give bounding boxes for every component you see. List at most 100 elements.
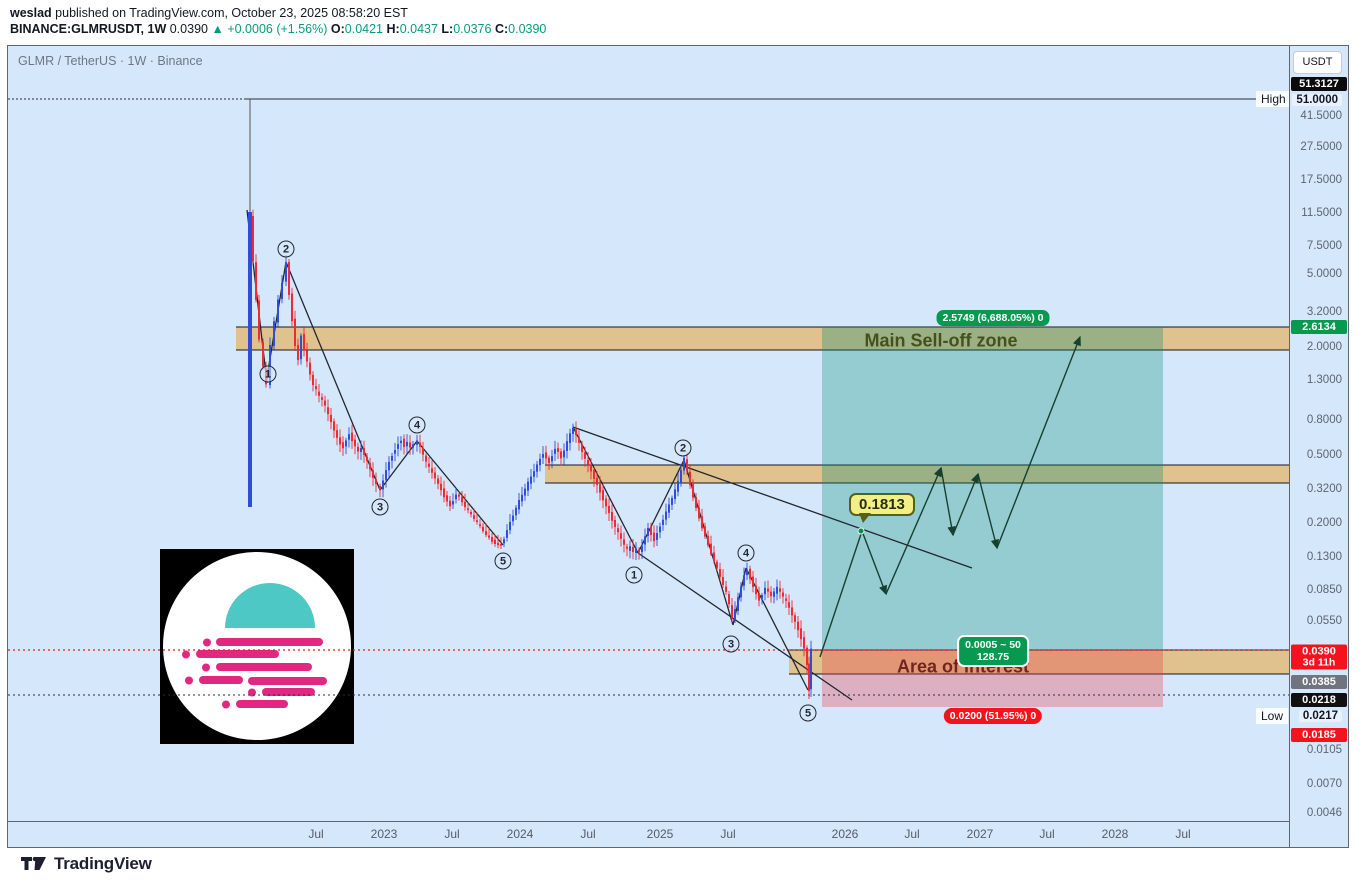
candle [761,595,763,599]
candle [315,386,317,390]
candle [524,488,526,496]
candle [551,456,553,462]
trendline[interactable] [637,552,853,701]
elliott-wave-4[interactable]: 4 [408,416,426,434]
candle [348,434,350,440]
time-tick: Jul [1039,827,1055,841]
elliott-wave-5[interactable]: 5 [494,552,512,570]
long-position-profit-zone[interactable] [822,327,1163,650]
elliott-wave-2[interactable]: 2 [674,439,692,457]
candle [269,344,271,386]
price-tick: 3.2000 [1306,306,1342,318]
candle [806,647,808,666]
trendline[interactable] [572,426,639,554]
high-value: 0.0437 [399,22,438,36]
symbol-name: BINANCE:GLMRUSDT, 1W [10,22,167,36]
moonbeam-bar-dot [182,650,190,659]
candle [281,282,283,300]
candle [716,561,718,569]
elliott-wave-3[interactable]: 3 [722,635,740,653]
author-name: weslad [10,6,52,20]
candle [400,440,402,444]
price-badge: 51.3127 [1291,77,1347,91]
candle [572,427,574,435]
candle [686,459,688,472]
candle [689,471,691,486]
candle [485,531,487,535]
candle [542,453,544,458]
candle [294,318,296,346]
projection-segment[interactable] [996,335,1081,549]
trendline[interactable] [285,261,381,491]
projection-segment[interactable] [977,473,999,550]
candle [503,539,505,544]
candle [743,575,745,586]
candle [557,448,559,452]
candle [300,335,302,360]
time-axis-corner [1289,821,1348,847]
zone-main-sell-off-zone[interactable] [236,327,1289,350]
elliott-wave-4[interactable]: 4 [737,544,755,562]
price-tick: 1.3000 [1306,374,1342,386]
candle [397,444,399,449]
trendline[interactable] [572,426,973,569]
candle [388,461,390,471]
projection-segment[interactable] [885,466,942,595]
candle [366,456,368,461]
candle [382,480,384,490]
projection-segment[interactable] [861,530,887,596]
time-axis[interactable]: Jul 2023 Jul 2024 Jul 2025 Jul 2026 Jul 2027 Jul 20… [8,821,1289,847]
candle [680,469,682,483]
candle [587,459,589,465]
candle [479,524,481,527]
elliott-wave-2[interactable]: 2 [277,240,295,258]
candle [443,488,445,498]
elliott-wave-3[interactable]: 3 [371,498,389,516]
stop-badge[interactable]: 0.0200 (51.95%) 0 [943,708,1043,724]
candle [560,451,562,459]
candle [336,430,338,438]
time-tick: Jul [720,827,736,841]
candle [647,528,649,536]
time-tick: Jul [904,827,920,841]
elliott-wave-1[interactable]: 1 [259,365,277,383]
candle [548,457,550,464]
quantity-badge[interactable]: 0.0005 ~ 50 128.75 [957,635,1029,667]
candle [354,439,356,447]
candle [369,463,371,470]
candle [683,457,685,471]
last-price: 0.0390 [169,22,208,36]
price-tick-highlighted: 51.0000 [1292,94,1342,106]
projection-segment[interactable] [819,530,863,658]
price-tick: 7.5000 [1306,240,1342,252]
candle [345,440,347,447]
price-badge: 0.0218 [1291,693,1347,707]
candle [605,498,607,507]
projection-segment[interactable] [952,472,979,536]
candle [767,588,769,592]
candle [330,414,332,423]
elliott-wave-1[interactable]: 1 [625,566,643,584]
candle [536,464,538,472]
price-axis[interactable]: USDT 41.5000 27.5000 17.5000 11.5000 7.5000 5… [1289,46,1348,822]
price-callout[interactable]: 0.1813 [849,493,915,523]
time-tick: 2027 [966,827,994,841]
target-badge[interactable]: 2.5749 (6,688.05%) 0 [936,310,1050,326]
candle [464,501,466,508]
candle [704,526,706,537]
price-badge: 2.6134 [1291,320,1347,334]
zone-mid-supply-zone[interactable] [545,465,1289,483]
zone-area-of-interest[interactable] [789,650,1289,674]
candle [611,511,613,521]
currency-toggle-button[interactable]: USDT [1293,51,1342,74]
candle [785,598,787,601]
elliott-wave-5[interactable]: 5 [799,704,817,722]
candle [770,591,772,597]
candle [734,609,736,620]
candle [512,515,514,522]
chart-widget[interactable]: GLMR / TetherUS · 1W · Binance Main Sell… [7,45,1349,848]
projection-segment[interactable] [940,467,956,537]
trendline[interactable] [416,440,504,546]
